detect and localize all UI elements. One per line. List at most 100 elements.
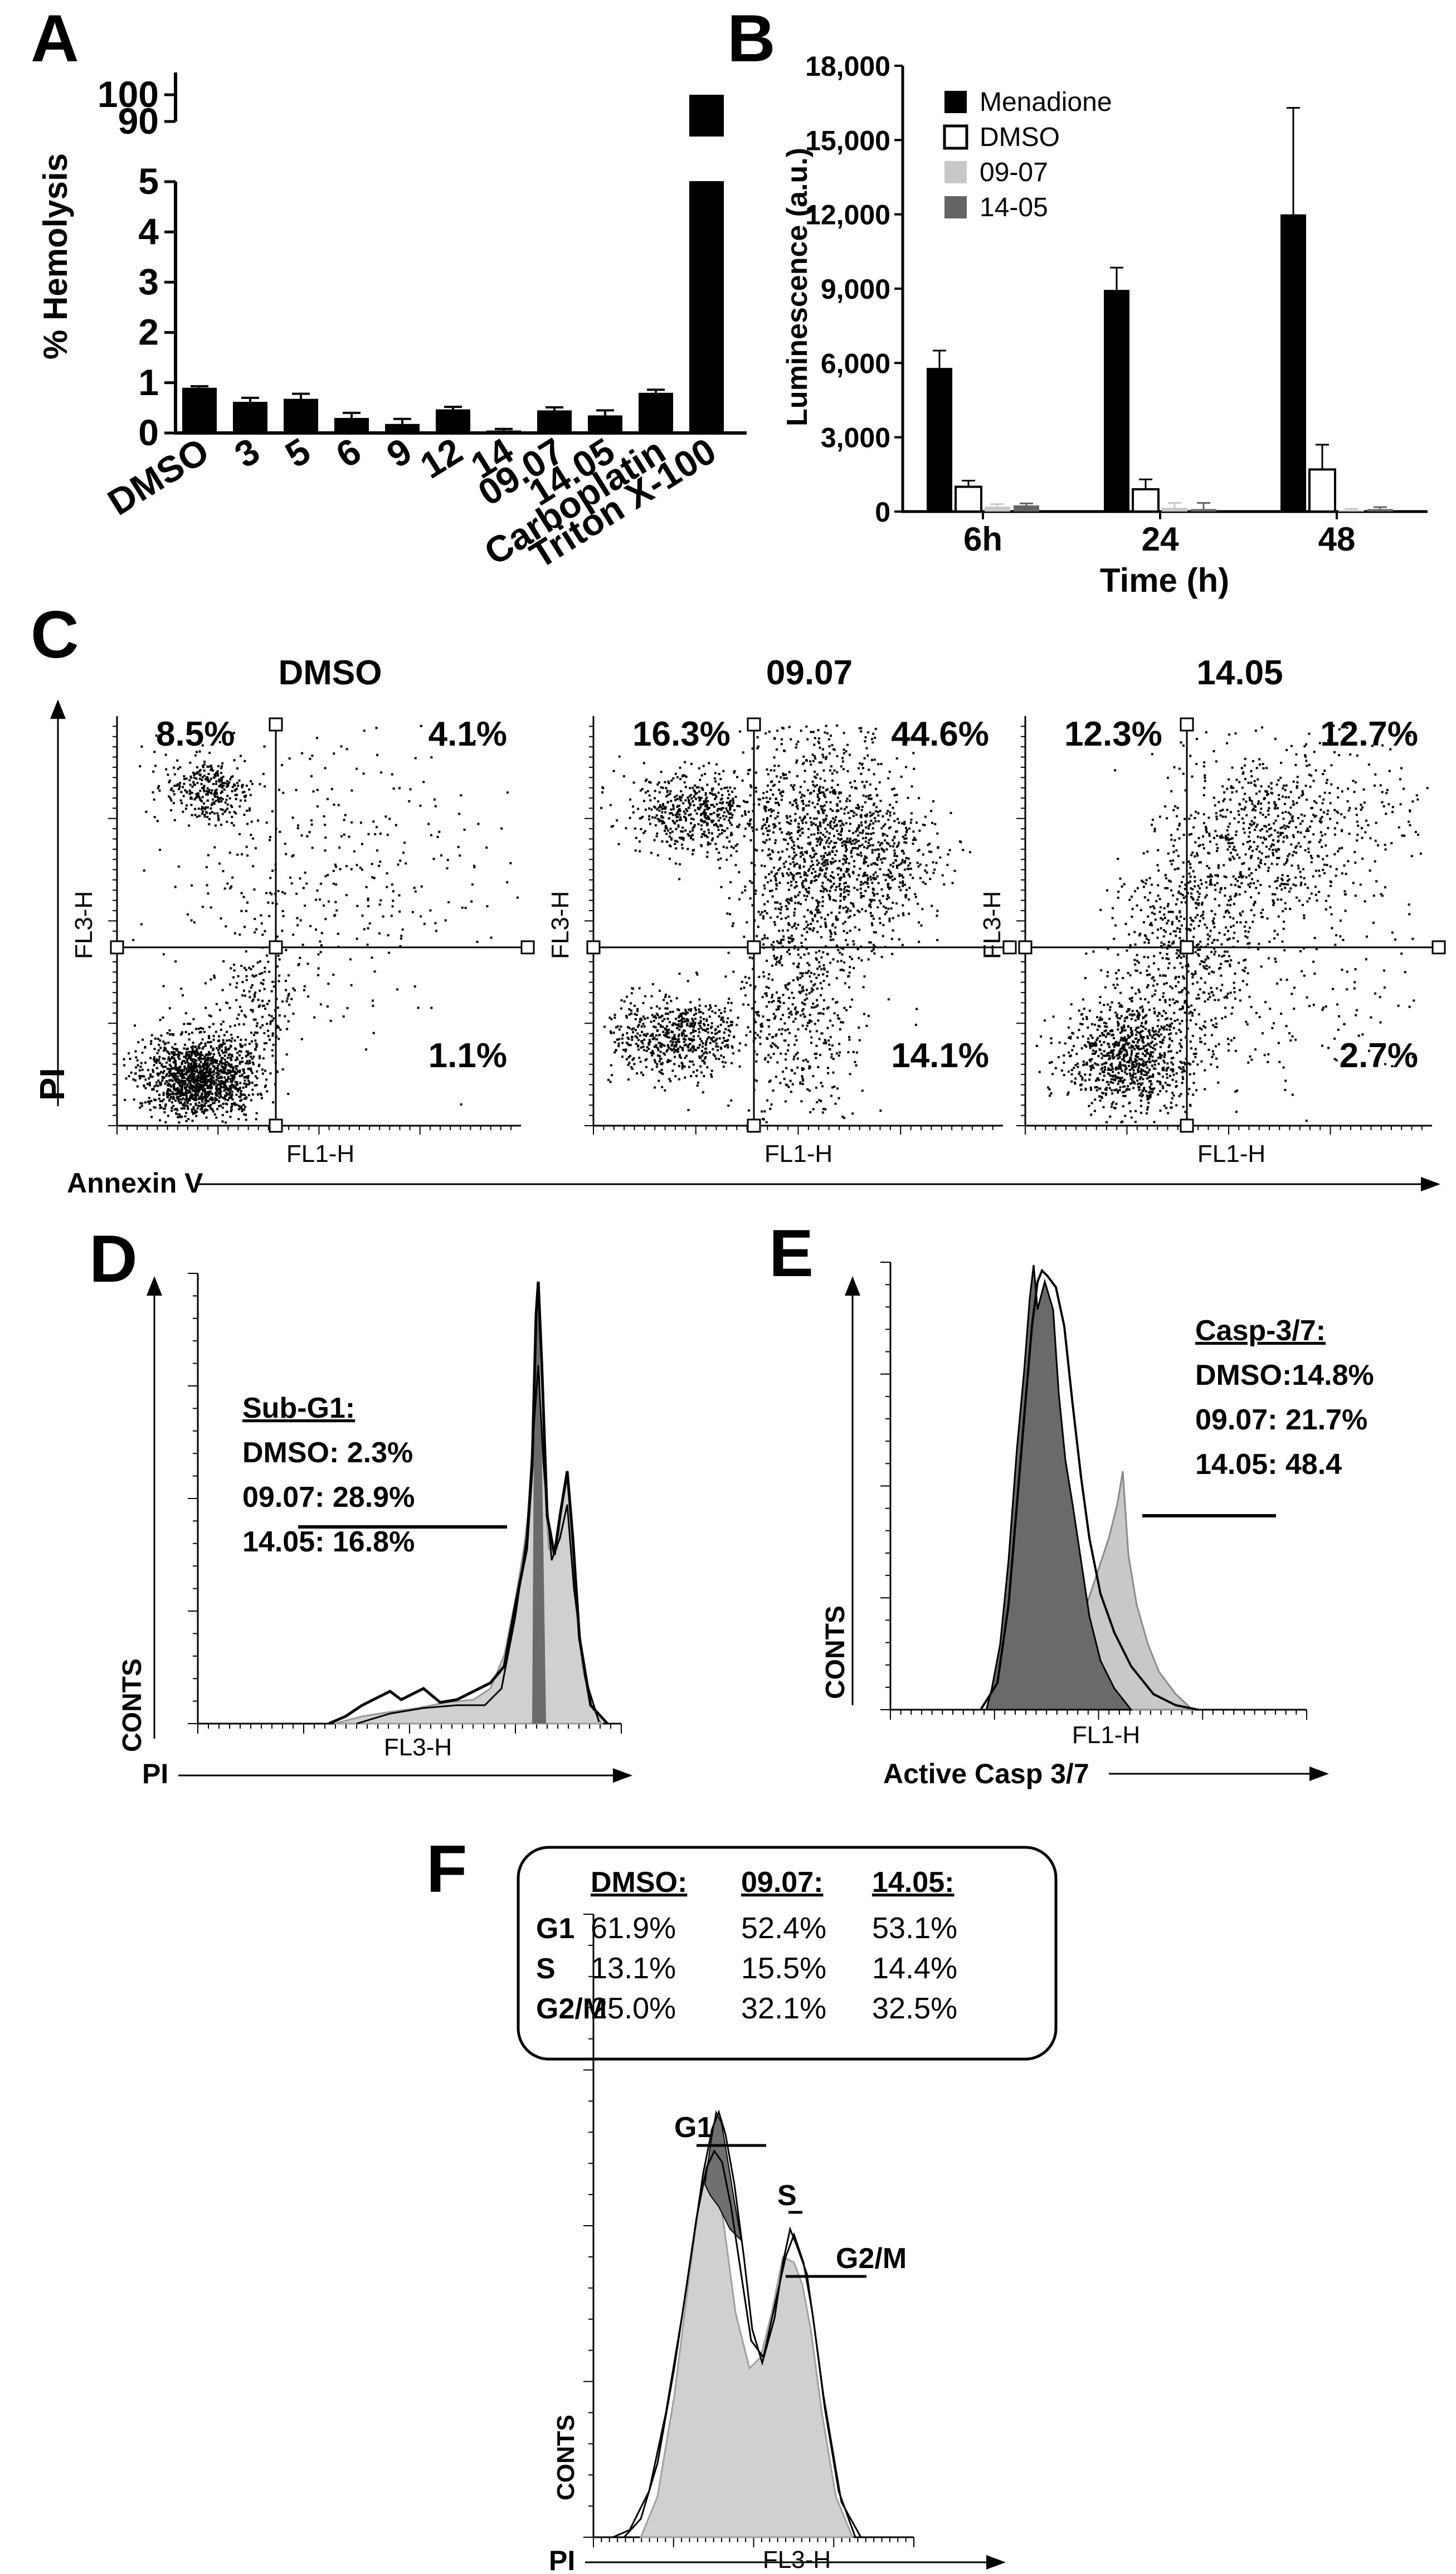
legend-swatch bbox=[944, 91, 967, 113]
bar bbox=[182, 387, 217, 433]
legend-label: 09-07 bbox=[980, 158, 1048, 187]
y-tick-label: 1 bbox=[138, 362, 159, 403]
quadrant-upper-left: 12.3% bbox=[1064, 715, 1162, 753]
y-tick-label: 6,000 bbox=[821, 348, 890, 379]
y-tick-label: 5 bbox=[138, 160, 159, 202]
legend-swatch bbox=[944, 161, 967, 183]
gate-handle bbox=[1018, 940, 1033, 955]
stats-table: DMSO: 09.07: 14.05: G1 61.9% 52.4% 53.1% S 13.1%… bbox=[536, 1866, 957, 2025]
histogram-trace bbox=[356, 1365, 600, 1725]
quadrant-upper-right: 44.6% bbox=[891, 715, 989, 753]
gate-handle bbox=[747, 940, 761, 955]
plot-title: 14.05 bbox=[1196, 654, 1283, 692]
bar bbox=[1367, 509, 1393, 512]
legend-swatch bbox=[943, 124, 968, 150]
x-tick-label: 48 bbox=[1318, 520, 1356, 558]
gate-handle bbox=[1180, 940, 1194, 955]
y-tick-label: 9,000 bbox=[821, 274, 890, 305]
y-tick-label: 0 bbox=[875, 497, 890, 528]
x-channel-label: FL3-H bbox=[763, 2546, 831, 2573]
table-col-header: 14.05: bbox=[872, 1866, 954, 1899]
x-channel-label: FL1-H bbox=[1197, 1140, 1265, 1167]
y-tick-label: 18,000 bbox=[805, 51, 890, 82]
y-tick-label: 3 bbox=[138, 261, 159, 302]
y-axis-label: CONTS bbox=[821, 1605, 850, 1699]
gate-handle bbox=[520, 940, 535, 955]
bar bbox=[955, 485, 982, 513]
y-tick-label: 0 bbox=[138, 412, 159, 453]
quadrant-upper-right: 4.1% bbox=[428, 715, 507, 753]
bar bbox=[436, 409, 470, 433]
y-tick-label: 100 bbox=[98, 74, 159, 115]
y-tick-label: 2 bbox=[138, 312, 159, 353]
annotation-line: 14.05: 16.8% bbox=[242, 1526, 415, 1558]
gate-handle bbox=[1002, 940, 1017, 955]
y-axis-label: CONTS bbox=[118, 1658, 147, 1752]
table-cell: 61.9% bbox=[591, 1911, 676, 1945]
y-tick-label: 90 bbox=[118, 100, 159, 142]
legend-label: DMSO bbox=[980, 123, 1060, 152]
histogram-trace bbox=[980, 1268, 1199, 1711]
histogram-dark bbox=[985, 1264, 1133, 1711]
plot-title: 09.07 bbox=[766, 654, 853, 692]
scatter-points bbox=[600, 724, 971, 1123]
gate-handle bbox=[269, 717, 283, 732]
y-tick-label: 4 bbox=[138, 211, 159, 252]
table-cell: 15.5% bbox=[741, 1952, 826, 1985]
quadrant-lower-right: 2.7% bbox=[1340, 1037, 1418, 1075]
scatter-points bbox=[1035, 724, 1429, 1123]
table-cell: 52.4% bbox=[741, 1911, 826, 1945]
gate-handle bbox=[1431, 940, 1446, 955]
y-axis-label: CONTS bbox=[552, 2415, 580, 2500]
legend-label: Menadione bbox=[980, 87, 1112, 117]
y-tick-label: 12,000 bbox=[805, 200, 890, 231]
table-cell: 14.4% bbox=[872, 1952, 957, 1985]
peak-label-g1: G1 bbox=[674, 2111, 713, 2144]
x-axis-label: Active Casp 3/7 bbox=[883, 1758, 1089, 1789]
table-row-phase: S bbox=[536, 1953, 556, 1985]
table-row-phase: G2/M bbox=[536, 1993, 607, 2025]
table-cell: 25.0% bbox=[591, 1992, 676, 2025]
legend: Menadione DMSO 09-07 14-05 bbox=[943, 87, 1112, 222]
x-channel-label: FL1-H bbox=[286, 1140, 354, 1167]
annotation-line: 14.05: 48.4 bbox=[1195, 1448, 1342, 1481]
panel-label-b: B bbox=[727, 1, 776, 76]
x-channel-label: FL1-H bbox=[764, 1140, 832, 1167]
annotation-line: 09.07: 28.9% bbox=[242, 1481, 415, 1514]
panel-f: F DMSO: 09.07: 14.05: G1 61.9% 52.4% 53.1% S 13.… bbox=[426, 1832, 1058, 2574]
table-cell: 32.5% bbox=[872, 1992, 957, 2025]
gate-handle bbox=[1180, 717, 1194, 732]
bar bbox=[1132, 488, 1160, 513]
gate-handle bbox=[269, 940, 283, 955]
panel-d: D Sub-G1: DMSO: 2.3% 09.07: 28.9% 14.05:… bbox=[89, 1222, 632, 1789]
annotation-line: DMSO:14.8% bbox=[1195, 1359, 1374, 1391]
bar bbox=[1280, 214, 1306, 512]
histogram-fill bbox=[639, 2160, 854, 2538]
panel-b: B 0 3,000 6,000 9,000 12,000 15,000 18,000 6h 2… bbox=[727, 1, 1428, 599]
bar bbox=[588, 415, 622, 433]
bar bbox=[486, 430, 521, 433]
bar bbox=[927, 368, 952, 512]
gate-handle bbox=[1180, 1118, 1194, 1133]
annotation-line: 09.07: 21.7% bbox=[1195, 1404, 1367, 1436]
bar bbox=[985, 507, 1010, 512]
annotation-title: Sub-G1: bbox=[242, 1392, 355, 1424]
bar bbox=[284, 398, 318, 433]
table-cell: 13.1% bbox=[591, 1952, 676, 1985]
table-row-phase: G1 bbox=[536, 1913, 574, 1945]
histogram-trace bbox=[612, 2149, 862, 2538]
bar bbox=[334, 417, 369, 433]
x-axis-label: PI bbox=[549, 2545, 575, 2574]
annotation-title: Casp-3/7: bbox=[1195, 1315, 1326, 1347]
panel-label-e: E bbox=[769, 1216, 814, 1291]
quadrant-upper-left: 16.3% bbox=[632, 715, 731, 753]
annotation-line: DMSO: 2.3% bbox=[242, 1437, 413, 1469]
table-col-header: DMSO: bbox=[591, 1866, 687, 1899]
legend-label: 14-05 bbox=[980, 193, 1048, 222]
bar bbox=[1191, 509, 1216, 512]
table-cell: 53.1% bbox=[872, 1911, 957, 1945]
legend-swatch bbox=[944, 196, 967, 218]
table-col-header: 09.07: bbox=[741, 1866, 823, 1899]
y-channel-label: FL3-H bbox=[547, 891, 574, 959]
panel-c: C PI Annexin V DMSO 8.5% 4.1% 1.1% FL1-H FL3-… bbox=[31, 597, 1446, 1199]
